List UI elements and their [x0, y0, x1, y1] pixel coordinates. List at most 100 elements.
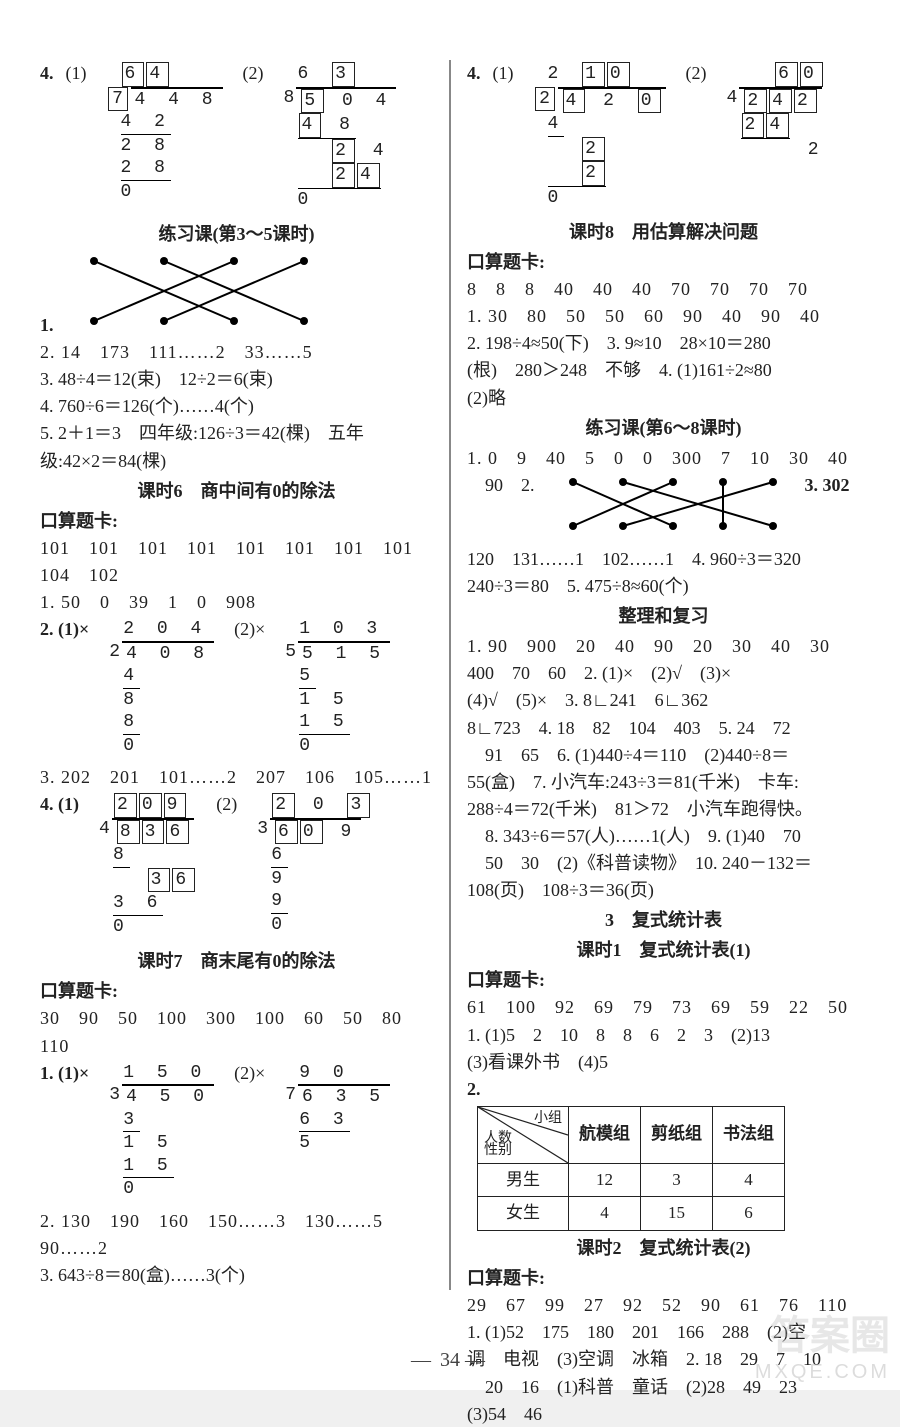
- table-col-2: 剪纸组: [641, 1106, 713, 1163]
- ks7a: 30 90 50 100 300 100 60 50 80: [40, 1005, 433, 1031]
- watermark-en: MXQE.COM: [755, 1361, 890, 1384]
- zl1e: 91 65 6. (1)440÷4＝110 (2)440÷8＝: [467, 742, 860, 768]
- a7-1b: (2)×: [234, 1060, 265, 1086]
- section-8: 课时8 用估算解决问题: [467, 219, 860, 245]
- q5a: 5. 2＋1＝3 四年级:126÷3＝42(棵) 五年: [40, 420, 433, 446]
- r-q4-p1: (1): [493, 60, 514, 86]
- table-col-3: 书法组: [713, 1106, 785, 1163]
- zl1i: 50 30 (2)《科普读物》 10. 240－132＝: [467, 850, 860, 876]
- column-separator: [449, 60, 451, 1290]
- section-3-5: 练习课(第3～5课时): [40, 221, 433, 247]
- ks31a: 61 100 92 69 79 73 69 59 22 50: [467, 994, 860, 1020]
- zl1b: 400 70 60 2. (1)× (2)√ (3)×: [467, 660, 860, 686]
- a6-1: 1. 50 0 39 1 0 908: [40, 589, 433, 615]
- q4-part1: (1): [66, 60, 87, 86]
- q5b: 级:42×2＝84(棵): [40, 448, 433, 474]
- a68-1: 1. 0 9 40 5 0 0 300 7 10 30 40: [467, 445, 860, 471]
- section-zl: 整理和复习: [467, 603, 860, 629]
- r-q4-p2: (2): [686, 60, 707, 86]
- matching-diagram-2: [553, 474, 793, 541]
- q3: 3. 48÷4＝12(束) 12÷2＝6(束): [40, 366, 433, 392]
- long-division-5: 209 4836 8 36 3 6 0: [99, 793, 196, 938]
- watermark-cn: 答案圈: [755, 1303, 890, 1361]
- long-division-r2: 60 4242 24 2: [727, 62, 825, 161]
- right-column: 4. (1) 2 10 24 2 0 4 2 2 0 (2) 60 4242 2…: [467, 60, 860, 1290]
- kstk-8: 口算题卡:: [467, 249, 860, 275]
- q4-label: 4.: [40, 60, 54, 86]
- matching-diagram-1: [64, 315, 324, 335]
- a6-3: 3. 202 201 101……2 207 106 105……1: [40, 764, 433, 790]
- kstk-31: 口算题卡:: [467, 967, 860, 993]
- zl1g: 288÷4＝72(千米) 81＞72 小汽车跑得快。: [467, 796, 860, 822]
- r-q4-label: 4.: [467, 60, 481, 86]
- table-col-1: 航模组: [569, 1106, 641, 1163]
- table-row: 女生 4 15 6: [478, 1197, 785, 1231]
- long-division-8: 9 0 76 3 5 6 3 5: [285, 1062, 390, 1155]
- long-division-6: 2 0 3 360 9 6 9 9 0: [257, 793, 371, 936]
- section-6-8: 练习课(第6～8课时): [467, 415, 860, 441]
- a7-1-label: 1. (1)×: [40, 1060, 89, 1086]
- ks6a: 101 101 101 101 101 101 101 101: [40, 535, 433, 561]
- table-row: 男生 12 3 4: [478, 1163, 785, 1197]
- q1-label: 1.: [40, 315, 54, 335]
- q1: 1.: [40, 251, 433, 338]
- a68-1c: 3. 302: [805, 472, 850, 498]
- a31-1b: (3)看课外书 (4)5: [467, 1049, 860, 1075]
- r-q4: 4. (1) 2 10 24 2 0 4 2 2 0 (2) 60 4242 2…: [467, 60, 860, 215]
- a68-3b: 240÷3＝80 5. 475÷8≈60(个): [467, 573, 860, 599]
- a8-1: 1. 30 80 50 50 60 90 40 90 40: [467, 303, 860, 329]
- a31-2: 2.: [467, 1076, 860, 1102]
- a6-4-label: 4. (1): [40, 791, 79, 817]
- watermark: 答案圈 MXQE.COM: [755, 1303, 890, 1384]
- ks8a: 8 8 8 40 40 40 70 70 70 70: [467, 276, 860, 302]
- a7-3: 3. 643÷8＝80(盒)……3(个): [40, 1262, 433, 1288]
- zl1f: 55(盒) 7. 小汽车:243÷3＝81(千米) 卡车:: [467, 769, 860, 795]
- a6-2: 2. (1)× 2 0 4 24 0 8 4 8 8 0 (2)× 1 0 3 …: [40, 616, 433, 763]
- a68-row2: 90 2. 3. 302: [467, 472, 860, 545]
- a31-1: 1. (1)5 2 10 8 8 6 2 3 (2)13: [467, 1022, 860, 1048]
- section-7: 课时7 商末尾有0的除法: [40, 948, 433, 974]
- table-diag-header: 小组 人数 性别: [478, 1106, 569, 1163]
- a68-1b: 90 2.: [467, 472, 535, 498]
- kstk-32: 口算题卡:: [467, 1265, 860, 1291]
- a6-4: 4. (1) 209 4836 8 36 3 6 0 (2) 2 0 3 360…: [40, 791, 433, 944]
- zl1c: (4)√ (5)× 3. 8∟241 6∟362: [467, 687, 860, 713]
- a68-3: 120 131……1 102……1 4. 960÷3＝320: [467, 546, 860, 572]
- long-division-4: 1 0 3 55 1 5 5 1 5 1 5 0: [285, 618, 390, 757]
- section-3-1: 课时1 复式统计表(1): [467, 937, 860, 963]
- two-columns: 4. (1) 64 74 4 8 4 2 2 8 2 8 0 (2) 6 3 8…: [40, 60, 860, 1290]
- a6-2b: (2)×: [234, 616, 265, 642]
- section-6: 课时6 商中间有0的除法: [40, 478, 433, 504]
- a8-2b: (根) 280＞248 不够 4. (1)161÷2≈80: [467, 357, 860, 383]
- section-3-2: 课时2 复式统计表(2): [467, 1235, 860, 1261]
- q4a: 4. 760÷6＝126(个)……4(个): [40, 393, 433, 419]
- zl1: 1. 90 900 20 40 90 20 30 40 30: [467, 633, 860, 659]
- q2: 2. 14 173 111……2 33……5: [40, 339, 433, 365]
- a6-4b: (2): [216, 791, 237, 817]
- q4-part2: (2): [243, 60, 264, 86]
- ks7b: 110: [40, 1033, 433, 1059]
- zl1d: 8∟723 4. 18 82 104 403 5. 24 72: [467, 715, 860, 741]
- ks6b: 104 102: [40, 562, 433, 588]
- long-division-2: 6 3 85 0 4 4 8 2 4 24 0: [284, 62, 397, 211]
- a8-2: 2. 198÷4≈50(下) 3. 9≈10 28×10＝280: [467, 330, 860, 356]
- a7-2b: 90……2: [40, 1235, 433, 1261]
- section-3-stats: 3 复式统计表: [467, 907, 860, 933]
- a8-2c: (2)略: [467, 385, 860, 411]
- kstk-6: 口算题卡:: [40, 508, 433, 534]
- left-column: 4. (1) 64 74 4 8 4 2 2 8 2 8 0 (2) 6 3 8…: [40, 60, 433, 1290]
- page: 4. (1) 64 74 4 8 4 2 2 8 2 8 0 (2) 6 3 8…: [0, 0, 900, 1390]
- a7-1: 1. (1)× 1 5 0 34 5 0 3 1 5 1 5 0 (2)× 9 …: [40, 1060, 433, 1207]
- zl1j: 108(页) 108÷3＝36(页): [467, 877, 860, 903]
- a7-2: 2. 130 190 160 150……3 130……5: [40, 1208, 433, 1234]
- long-division-r1: 2 10 24 2 0 4 2 2 0: [534, 62, 666, 209]
- long-division-1: 64 74 4 8 4 2 2 8 2 8 0: [107, 62, 223, 203]
- long-division-7: 1 5 0 34 5 0 3 1 5 1 5 0: [109, 1062, 214, 1201]
- q4-divisions: 4. (1) 64 74 4 8 4 2 2 8 2 8 0 (2) 6 3 8…: [40, 60, 433, 217]
- a32-1d: (3)54 46: [467, 1401, 860, 1427]
- long-division-3: 2 0 4 24 0 8 4 8 8 0: [109, 618, 214, 757]
- stat-table: 小组 人数 性别 航模组 剪纸组 书法组 男生 12 3 4 女生 4: [477, 1106, 785, 1231]
- zl1h: 8. 343÷6＝57(人)……1(人) 9. (1)40 70: [467, 823, 860, 849]
- a6-2-label: 2. (1)×: [40, 616, 89, 642]
- kstk-7: 口算题卡:: [40, 978, 433, 1004]
